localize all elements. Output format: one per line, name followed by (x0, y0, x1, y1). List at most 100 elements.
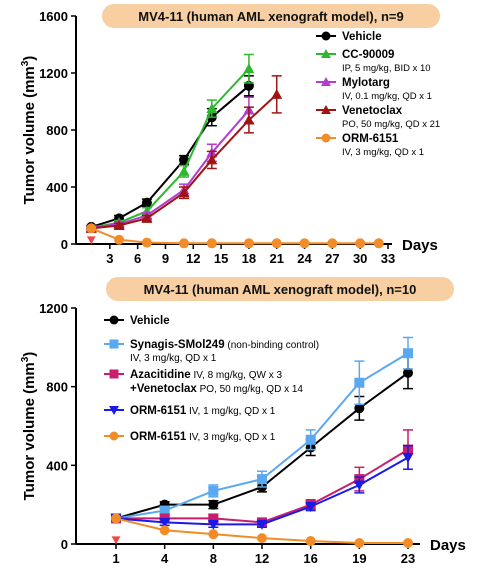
legend-label: Vehicle (130, 315, 170, 327)
data-point (113, 219, 125, 230)
legend-name: ORM-6151 (130, 405, 187, 417)
legend-detail: IV, 0.1 mg/kg, QD x 1 (342, 91, 432, 102)
x-tick-label: 21 (269, 251, 283, 266)
x-tick-label: 12 (255, 551, 269, 566)
data-point (114, 234, 125, 245)
data-point (206, 103, 218, 114)
legend-label: Synagis-SMol249 (non-binding control) (130, 339, 319, 351)
data-point (159, 505, 170, 516)
data-point (354, 538, 365, 549)
data-point (179, 238, 189, 249)
y-tick-label: 0 (61, 537, 68, 552)
legend-item-4: ORM-6151 IV, 3 mg/kg, QD x 1 (104, 431, 276, 443)
legend-name: Synagis-SMol249 (130, 339, 225, 351)
dosing-marker (86, 236, 96, 245)
x-tick-label: 1 (112, 551, 119, 566)
legend-name: Vehicle (130, 315, 170, 327)
y-axis-label-text: Tumor volume (mm (21, 66, 38, 204)
legend-item-0: Vehicle (104, 315, 170, 327)
legend-detail: IV, 8 mg/kg, QW x 3 (191, 370, 283, 381)
data-point (305, 434, 316, 445)
data-point (243, 63, 255, 74)
legend-marker (109, 405, 119, 415)
chart-title-banner (106, 277, 454, 301)
x-axis-label: Days (430, 537, 466, 554)
data-point (403, 538, 413, 549)
series-0 (86, 75, 254, 232)
data-point (208, 529, 219, 540)
legend-label: Venetoclax (342, 105, 403, 117)
legend-marker (109, 431, 119, 441)
data-point (208, 499, 219, 510)
series-3 (85, 75, 283, 233)
data-point (179, 154, 189, 165)
series-2 (85, 96, 255, 233)
legend-item-3: ORM-6151 IV, 1 mg/kg, QD x 1 (104, 405, 276, 417)
data-point (243, 114, 255, 125)
legend-item-1: Synagis-SMol249 (non-binding control) IV,… (104, 339, 319, 364)
x-tick-label: 23 (401, 551, 415, 566)
data-point (207, 519, 219, 530)
data-point (403, 367, 413, 378)
data-point (141, 237, 152, 248)
legend-marker (109, 369, 119, 379)
data-point (353, 480, 365, 491)
x-axis-label: Days (402, 237, 438, 254)
data-point (141, 197, 152, 208)
legend-name: ORM-6151 (130, 431, 187, 443)
data-point (305, 502, 317, 513)
x-tick-label: 12 (186, 251, 200, 266)
legend-name-line2: +Venetoclax (130, 383, 197, 395)
legend-detail: IV, 3 mg/kg, QD x 1 (342, 147, 424, 158)
x-tick-label: 4 (161, 551, 169, 566)
data-point (159, 517, 171, 528)
chart-panel-top: MV4-11 (human AML xenograft model), n=9 0… (20, 4, 440, 266)
legend-label: Vehicle (342, 31, 382, 43)
y-axis-label-close: ) (21, 352, 38, 357)
legend-label-line2: +Venetoclax PO, 50 mg/kg, QD x 14 (130, 383, 303, 395)
y-axis-label-superscript: 3 (20, 60, 31, 66)
legend-item-2: Mylotarg IV, 0.1 mg/kg, QD x 1 (316, 77, 432, 102)
legend-marker (109, 339, 119, 349)
y-tick-label: 800 (46, 380, 68, 395)
x-tick-label: 16 (303, 551, 317, 566)
x-tick-label: 24 (297, 251, 312, 266)
data-point (305, 536, 316, 547)
legend-detail: IV, 3 mg/kg, QD x 1 (130, 353, 217, 364)
legend-item-4: ORM-6151 IV, 3 mg/kg, QD x 1 (316, 133, 424, 158)
legend-label: ORM-6151 IV, 3 mg/kg, QD x 1 (130, 431, 276, 443)
legend-marker (109, 315, 119, 325)
x-tick-label: 27 (325, 251, 339, 266)
legend-marker (321, 133, 331, 143)
legend-marker (321, 49, 331, 59)
dosing-marker (111, 536, 121, 545)
y-axis-label: Tumor volume (mm3) (20, 352, 38, 501)
data-point (355, 238, 366, 249)
y-tick-label: 400 (46, 180, 68, 195)
legend-marker (321, 105, 331, 115)
legend-label: Azacitidine IV, 8 mg/kg, QW x 3 (130, 369, 282, 381)
legend-marker (321, 31, 331, 41)
data-point (354, 403, 365, 414)
x-tick-label: 19 (352, 551, 366, 566)
data-point (257, 533, 267, 544)
data-point (86, 223, 97, 234)
chart-title: MV4-11 (human AML xenograft model), n=10 (144, 282, 417, 297)
legend-label: CC-90009 (342, 49, 394, 61)
y-axis-label: Tumor volume (mm3) (20, 56, 38, 205)
x-tick-label: 6 (134, 251, 141, 266)
series-line (91, 109, 250, 229)
legend-name: Azacitidine (130, 369, 191, 381)
data-point (271, 238, 282, 249)
data-point (327, 238, 338, 249)
y-tick-label: 1600 (39, 9, 68, 24)
x-tick-label: 8 (210, 551, 217, 566)
legend-label: Mylotarg (342, 77, 390, 89)
data-point (403, 348, 413, 359)
data-point (178, 187, 190, 198)
y-tick-label: 400 (46, 458, 68, 473)
data-point (208, 513, 219, 524)
legend-detail-line2: PO, 50 mg/kg, QD x 14 (197, 384, 304, 395)
data-point (402, 452, 414, 463)
